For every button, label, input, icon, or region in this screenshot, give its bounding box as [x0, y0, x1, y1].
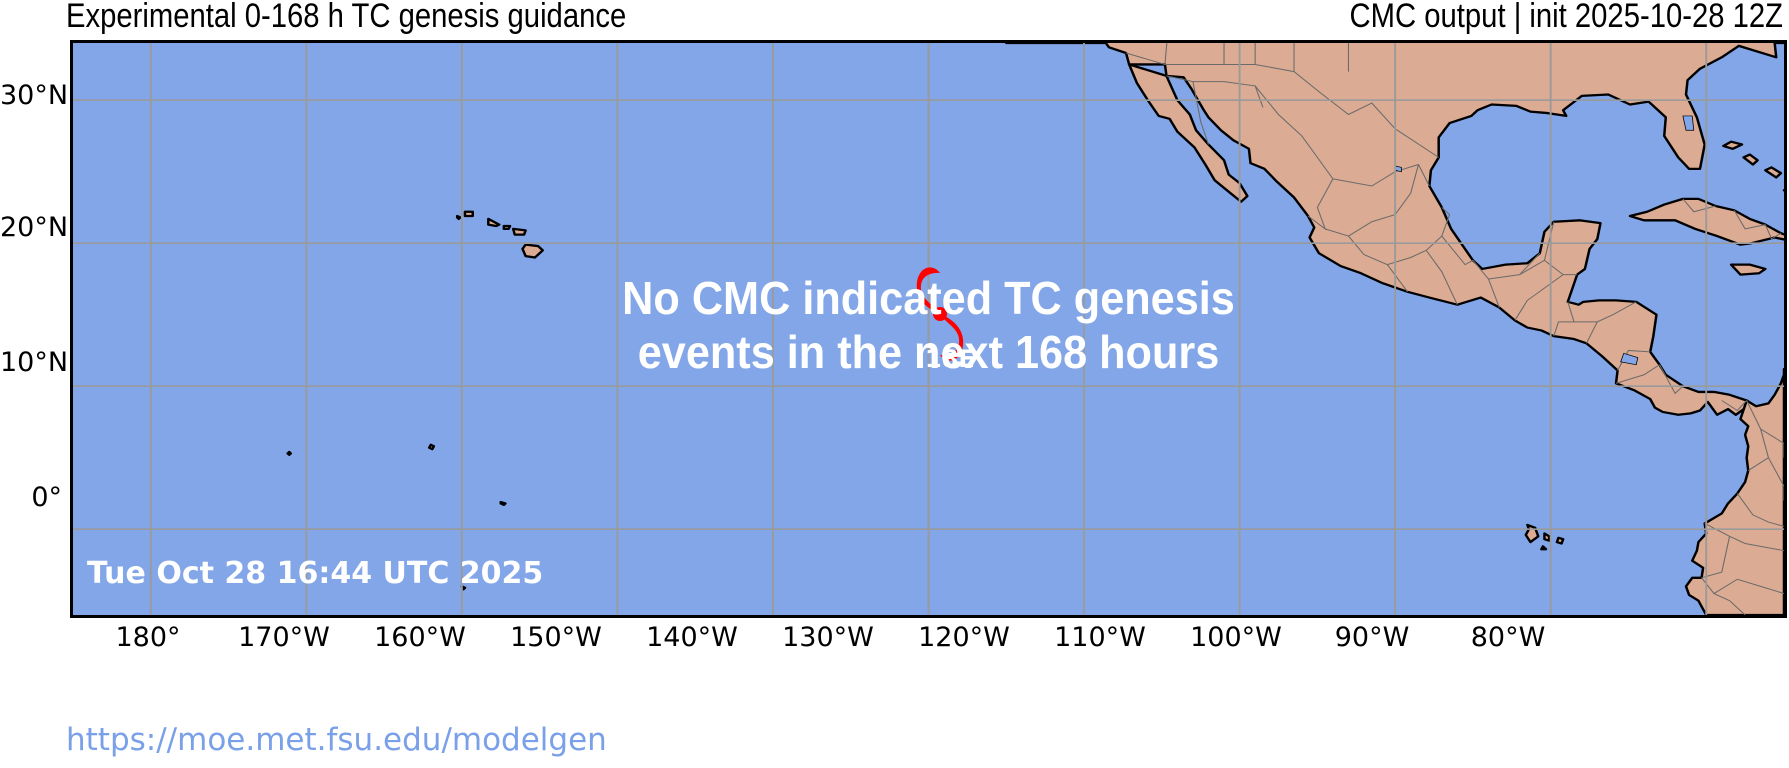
- header-bar: Experimental 0-168 h TC genesis guidance…: [0, 0, 1789, 36]
- x-tick-150W: 150°W: [510, 622, 602, 653]
- y-tick-30N: 30°N: [0, 80, 69, 111]
- admin-borders: [1125, 43, 1784, 615]
- x-tick-100W: 100°W: [1190, 622, 1282, 653]
- landmass-south-america: [1684, 367, 1784, 615]
- y-tick-10N: 10°N: [0, 347, 69, 378]
- landmass-bahamas: [1722, 140, 1784, 192]
- timestamp-label: Tue Oct 28 16:44 UTC 2025: [87, 556, 544, 591]
- tc-marker-label: 18E: [925, 345, 975, 373]
- world-map-graphic: [73, 43, 1784, 615]
- x-tick-170W: 170°W: [238, 622, 330, 653]
- landmass-baja-california: [1127, 63, 1249, 203]
- y-tick-0: 0°: [31, 482, 62, 513]
- model-init-label: CMC output | init 2025-10-28 12Z: [1349, 0, 1783, 35]
- y-tick-20N: 20°N: [0, 212, 69, 243]
- tropical-cyclone-icon: [916, 267, 964, 361]
- x-tick-130W: 130°W: [782, 622, 874, 653]
- x-tick-120W: 120°W: [918, 622, 1010, 653]
- page-title: Experimental 0-168 h TC genesis guidance: [66, 0, 627, 35]
- lat-lon-gridlines: [73, 43, 1784, 615]
- source-url-link[interactable]: https://moe.met.fsu.edu/modelgen: [66, 722, 607, 758]
- x-tick-140W: 140°W: [646, 622, 738, 653]
- x-tick-110W: 110°W: [1054, 622, 1146, 653]
- landmass-pacific-islets: [286, 443, 507, 591]
- x-tick-160W: 160°W: [374, 622, 466, 653]
- x-tick-80W: 80°W: [1470, 622, 1546, 653]
- x-tick-180: 180°: [115, 622, 181, 653]
- landmass-jamaica: [1729, 263, 1767, 276]
- landmass-hawaii: [455, 210, 544, 259]
- inland-lakes: [1394, 115, 1695, 366]
- x-tick-90W: 90°W: [1334, 622, 1410, 653]
- map-canvas[interactable]: 18E No CMC indicated TC genesis events i…: [70, 40, 1787, 618]
- landmass-galapagos: [1524, 523, 1565, 551]
